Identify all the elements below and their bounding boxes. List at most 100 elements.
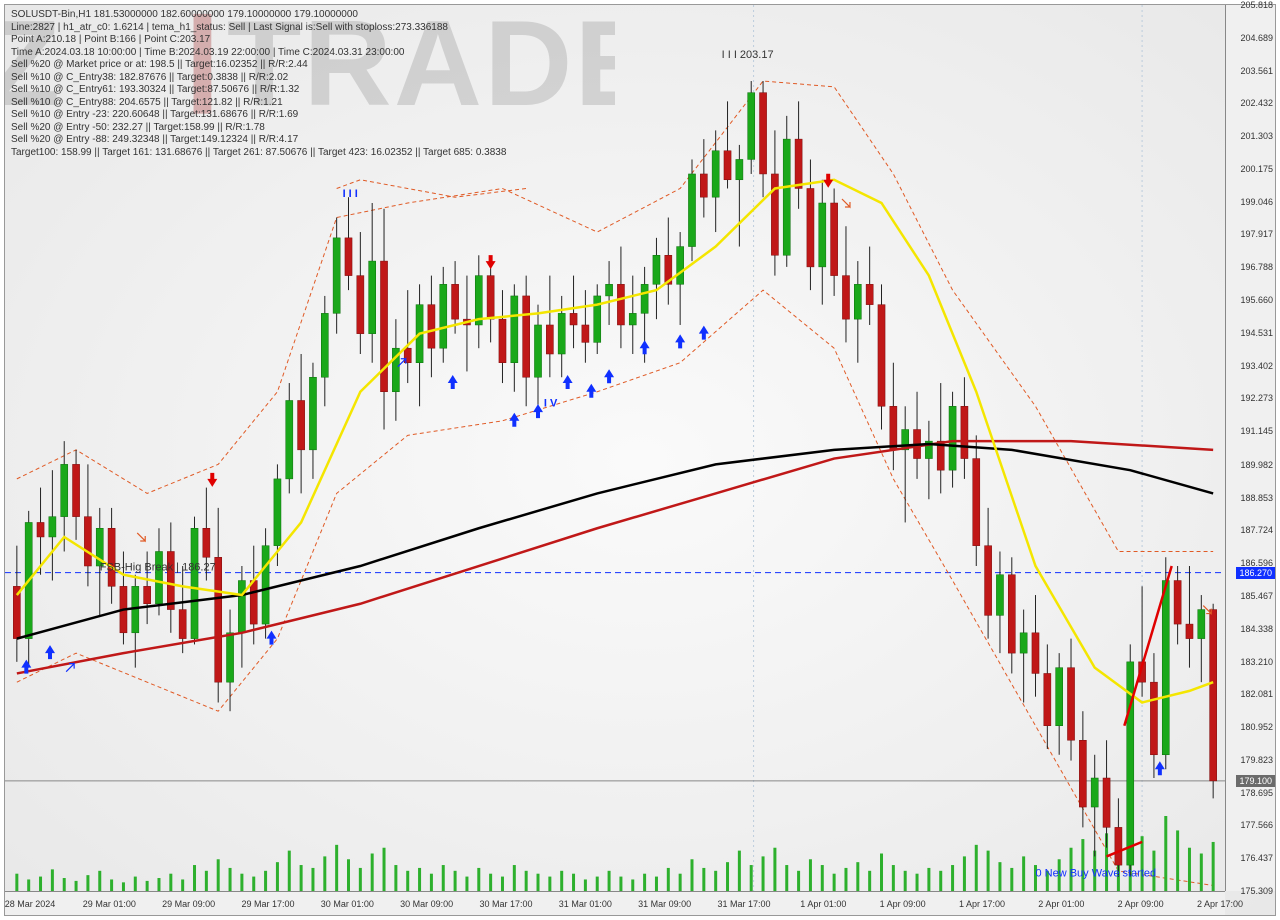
x-tick: 29 Mar 01:00 xyxy=(83,899,136,909)
x-tick: 1 Apr 17:00 xyxy=(959,899,1005,909)
y-tick: 195.660 xyxy=(1240,295,1273,305)
candle xyxy=(511,296,518,363)
volume-bar xyxy=(619,877,622,891)
volume-bar xyxy=(998,862,1001,891)
candle xyxy=(760,93,767,174)
trend-line xyxy=(1107,842,1143,857)
volume-bar xyxy=(323,856,326,891)
volume-bar xyxy=(927,868,930,891)
candle xyxy=(144,586,151,603)
candle xyxy=(629,313,636,325)
volume-bar xyxy=(477,868,480,891)
candle xyxy=(1032,633,1039,674)
volume-bar xyxy=(525,871,528,891)
info-line-6: Sell %10 @ C_Entry88: 204.6575 || Target… xyxy=(11,97,506,110)
candle xyxy=(1020,633,1027,653)
x-axis: 28 Mar 202429 Mar 01:0029 Mar 09:0029 Ma… xyxy=(5,891,1225,915)
y-axis: 205.818204.689203.561202.432201.303200.1… xyxy=(1225,5,1275,891)
arrow-outline-down-icon xyxy=(842,199,850,207)
y-tick: 205.818 xyxy=(1240,0,1273,10)
candle xyxy=(831,203,838,276)
candle xyxy=(961,406,968,458)
candle xyxy=(641,284,648,313)
price-flag: 186.270 xyxy=(1236,567,1275,579)
candle xyxy=(1186,624,1193,639)
new-wave-label: 0 New Buy Wave started xyxy=(1035,868,1156,880)
y-tick: 196.788 xyxy=(1240,262,1273,272)
volume-bar xyxy=(702,868,705,891)
volume-bar xyxy=(442,865,445,891)
y-tick: 180.952 xyxy=(1240,722,1273,732)
x-tick: 31 Mar 17:00 xyxy=(717,899,770,909)
y-tick: 177.566 xyxy=(1240,820,1273,830)
candle xyxy=(1079,740,1086,807)
volume-bar xyxy=(987,851,990,891)
price-flag: 179.100 xyxy=(1236,775,1275,787)
volume-bar xyxy=(584,879,587,891)
x-tick: 30 Mar 01:00 xyxy=(321,899,374,909)
arrow-down-icon xyxy=(823,174,833,188)
volume-bar xyxy=(667,868,670,891)
candle xyxy=(226,633,233,682)
candle xyxy=(203,528,210,557)
volume-bar xyxy=(75,881,78,891)
x-tick: 30 Mar 09:00 xyxy=(400,899,453,909)
candle xyxy=(973,459,980,546)
candle xyxy=(487,276,494,320)
info-line-2: Time A:2024.03.18 10:00:00 | Time B:2024… xyxy=(11,47,506,60)
candle xyxy=(1091,778,1098,807)
candle xyxy=(73,464,80,516)
candle xyxy=(191,528,198,638)
candle xyxy=(274,479,281,546)
volume-bar xyxy=(39,877,42,891)
x-tick: 2 Apr 01:00 xyxy=(1038,899,1084,909)
candle xyxy=(996,575,1003,616)
y-tick: 200.175 xyxy=(1240,164,1273,174)
volume-bar xyxy=(501,877,504,891)
volume-bar xyxy=(252,877,255,891)
x-tick: 2 Apr 17:00 xyxy=(1197,899,1243,909)
volume-bar xyxy=(655,877,658,891)
y-tick: 197.917 xyxy=(1240,229,1273,239)
volume-bar xyxy=(679,874,682,891)
candle xyxy=(333,238,340,314)
candle xyxy=(262,546,269,624)
y-tick: 175.309 xyxy=(1240,886,1273,896)
arrow-up-icon xyxy=(509,413,519,427)
volume-bar xyxy=(1164,816,1167,891)
point-c-label: I I I 203.17 xyxy=(722,49,774,61)
arrow-outline-down-icon xyxy=(137,533,145,541)
volume-bar xyxy=(1176,830,1179,891)
candle xyxy=(475,276,482,325)
info-panel: SOLUSDT-Bin,H1 181.53000000 182.60000000… xyxy=(11,9,506,159)
volume-bar xyxy=(513,865,516,891)
info-line-3: Sell %20 @ Market price or at: 198.5 || … xyxy=(11,59,506,72)
fsb-label: FSB-Hig Break | 186.27 xyxy=(100,562,216,574)
volume-bar xyxy=(454,871,457,891)
arrow-up-icon xyxy=(586,384,596,398)
volume-bar xyxy=(856,862,859,891)
plot-area[interactable]: MARKETZ TRADE FSB-Hig Break | 186.27I I … xyxy=(5,5,1225,891)
volume-bar xyxy=(1141,836,1144,891)
candle xyxy=(582,325,589,342)
arrow-up-icon xyxy=(604,369,614,383)
volume-bar xyxy=(904,871,907,891)
candle xyxy=(748,93,755,160)
volume-bar xyxy=(1188,848,1191,891)
candle xyxy=(499,319,506,363)
volume-bar xyxy=(537,874,540,891)
candle xyxy=(1056,668,1063,726)
arrow-down-icon xyxy=(486,255,496,269)
y-tick: 189.982 xyxy=(1240,460,1273,470)
x-tick: 29 Mar 09:00 xyxy=(162,899,215,909)
volume-bar xyxy=(394,865,397,891)
candle xyxy=(167,551,174,609)
y-tick: 184.338 xyxy=(1240,624,1273,634)
volume-bar xyxy=(963,856,966,891)
volume-bar xyxy=(217,859,220,891)
arrow-up-icon xyxy=(267,631,277,645)
wave-label: I I I xyxy=(343,188,358,200)
candle xyxy=(688,174,695,247)
volume-bar xyxy=(1010,868,1013,891)
arrow-up-icon xyxy=(675,334,685,348)
